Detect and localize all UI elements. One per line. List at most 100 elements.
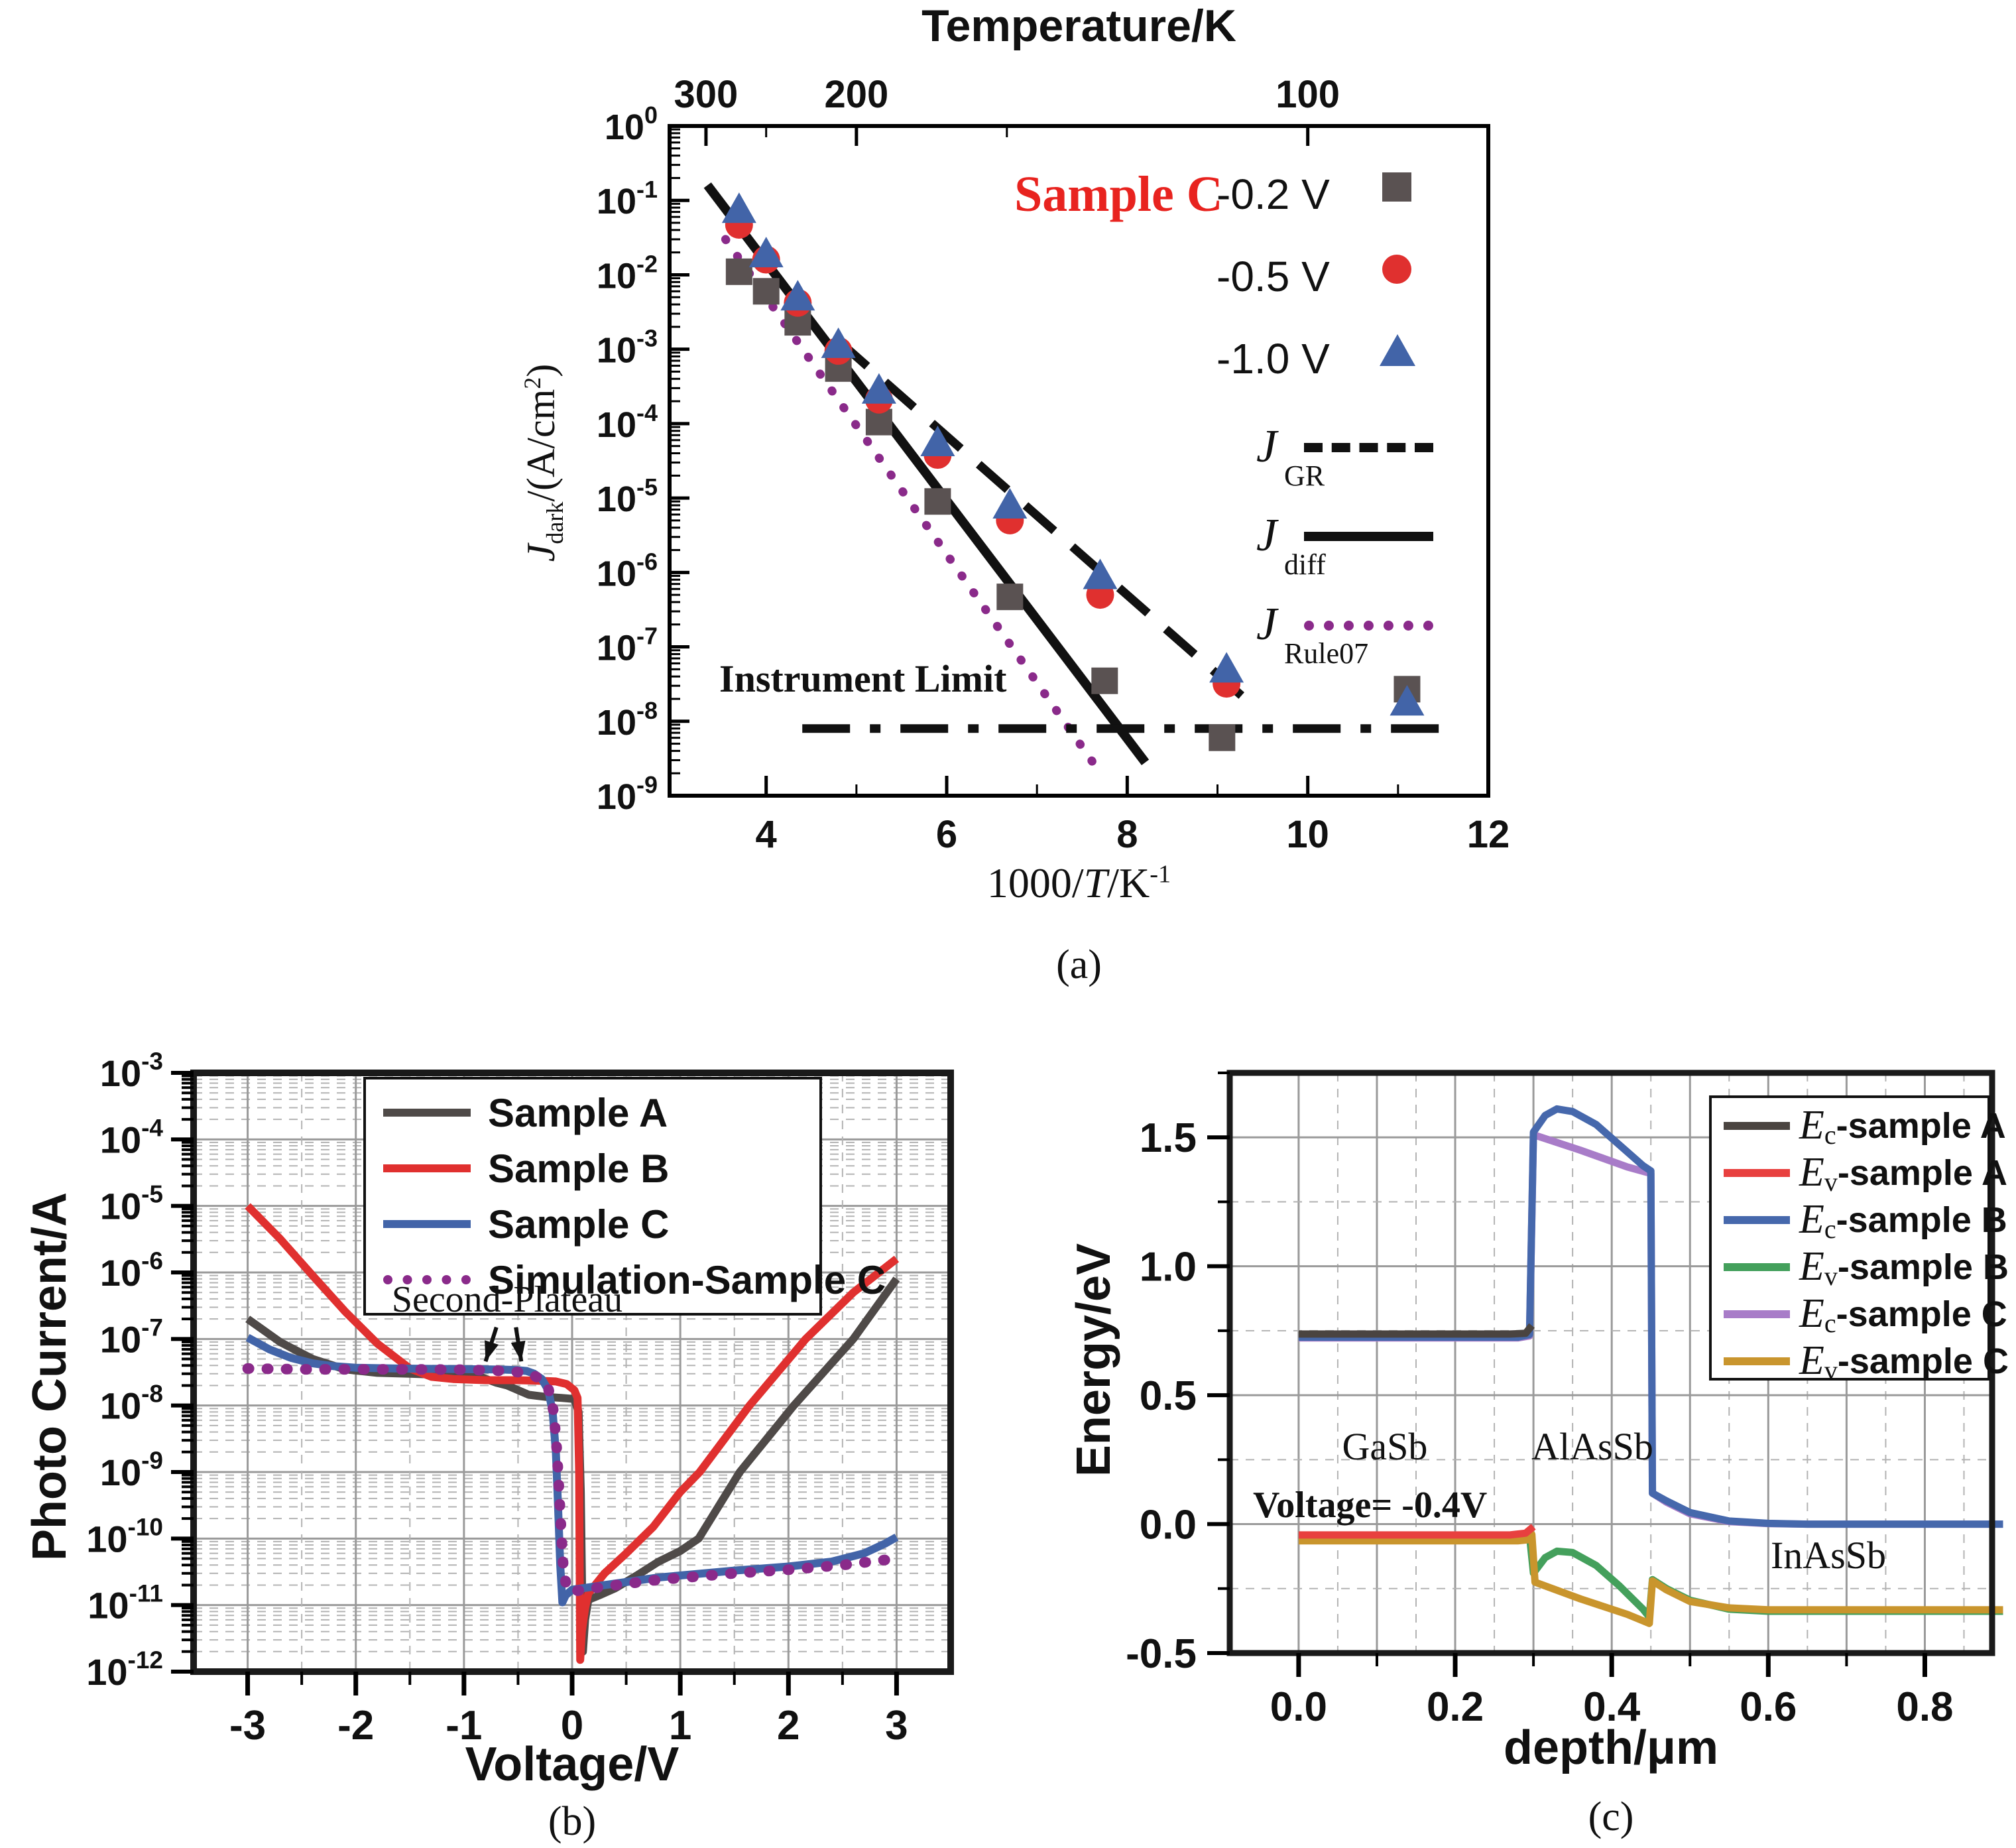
- ec-sample-c-swatch: [1724, 1310, 1790, 1318]
- svg-text:0.4: 0.4: [1583, 1684, 1641, 1730]
- svg-text:0.6: 0.6: [1740, 1684, 1797, 1730]
- panel-b-x-axis-label: Voltage/V: [465, 1738, 680, 1791]
- legend-label: -0.2 V: [1216, 170, 1330, 218]
- legend-subscript: c: [1824, 1214, 1836, 1244]
- xlabel-pre: 1000/: [986, 859, 1084, 906]
- panel-b-second-plateau-annotation: Second-Plateau: [391, 1279, 623, 1320]
- dashed-line-swatch: [1304, 443, 1433, 452]
- ylabel-superscript: 2: [519, 377, 546, 389]
- legend-item: Simulation-Sample C: [383, 1257, 886, 1303]
- svg-text:10-10: 10-10: [86, 1513, 163, 1560]
- legend-symbol: E: [1799, 1244, 1824, 1289]
- panel-c-voltage-note: Voltage= -0.4V: [1253, 1485, 1488, 1526]
- svg-text:10-4: 10-4: [597, 399, 658, 445]
- svg-text:-0.5: -0.5: [1126, 1631, 1197, 1677]
- legend-label: -sample C: [1837, 1341, 2009, 1381]
- svg-text:10-5: 10-5: [597, 473, 658, 519]
- legend-label: J: [1256, 421, 1277, 472]
- svg-text:10-3: 10-3: [597, 325, 658, 371]
- svg-text:10-1: 10-1: [597, 176, 658, 221]
- svg-text:10-6: 10-6: [597, 548, 658, 593]
- svg-text:1.5: 1.5: [1140, 1115, 1197, 1161]
- legend-subscript: c: [1824, 1308, 1836, 1338]
- sample-a-line-swatch: [383, 1109, 471, 1117]
- legend-label: J: [1256, 510, 1277, 561]
- legend-subscript: v: [1824, 1355, 1838, 1385]
- circle-marker-icon: [1382, 255, 1411, 284]
- legend-item: Sample B: [383, 1146, 819, 1192]
- svg-text:200: 200: [824, 73, 888, 116]
- legend-label: Sample A: [488, 1090, 668, 1135]
- svg-text:-2: -2: [337, 1703, 374, 1749]
- legend-symbol: E: [1799, 1103, 1824, 1148]
- svg-text:10-7: 10-7: [100, 1314, 163, 1360]
- panel-c-region-gasb: GaSb: [1342, 1425, 1428, 1468]
- ec-sample-a-swatch: [1724, 1121, 1790, 1130]
- legend-symbol: E: [1799, 1197, 1824, 1242]
- svg-text:10-12: 10-12: [86, 1646, 163, 1693]
- legend-subscript: v: [1824, 1167, 1838, 1197]
- ev-sample-c-swatch: [1724, 1357, 1790, 1365]
- legend-label: -1.0 V: [1216, 335, 1330, 383]
- legend-item: J diff: [1256, 510, 1561, 602]
- panel-c-caption: (c): [1588, 1794, 1634, 1839]
- svg-text:4: 4: [756, 813, 777, 856]
- panel-c-region-inassb: InAsSb: [1770, 1534, 1887, 1577]
- legend-symbol: E: [1799, 1150, 1824, 1195]
- legend-item: J GR: [1256, 421, 1561, 513]
- svg-text:6: 6: [936, 813, 957, 856]
- legend-symbol: E: [1799, 1338, 1824, 1383]
- svg-text:0.2: 0.2: [1427, 1684, 1484, 1730]
- legend-label: -sample A: [1836, 1105, 2006, 1146]
- svg-text:10-11: 10-11: [88, 1580, 163, 1627]
- square-marker-icon: [1382, 172, 1411, 202]
- svg-text:100: 100: [605, 101, 658, 147]
- svg-text:-3: -3: [229, 1703, 266, 1749]
- svg-text:12: 12: [1467, 813, 1510, 856]
- svg-text:10-4: 10-4: [100, 1114, 164, 1160]
- legend-label: -sample A: [1837, 1152, 2007, 1193]
- ylabel-subscript: dark: [542, 501, 568, 544]
- svg-text:3: 3: [885, 1703, 908, 1749]
- svg-text:10-5: 10-5: [100, 1181, 163, 1227]
- svg-text:0.5: 0.5: [1140, 1373, 1197, 1419]
- svg-text:1: 1: [669, 1703, 691, 1749]
- legend-label: -sample B: [1836, 1200, 2007, 1240]
- svg-text:10-9: 10-9: [597, 771, 658, 817]
- panel-a-legend: -0.2 V -0.5 V -1.0 V: [1216, 164, 1495, 411]
- svg-text:-1: -1: [445, 1703, 482, 1749]
- panel-a-top-axis-title: Temperature/K: [921, 1, 1236, 51]
- chart-b-plot: 10-310-410-510-610-710-810-910-1010-1110…: [86, 1048, 954, 1749]
- ec-sample-b-swatch: [1724, 1215, 1790, 1224]
- legend-sublabel: diff: [1284, 548, 1326, 581]
- ev-sample-b-swatch: [1724, 1263, 1790, 1271]
- svg-text:8: 8: [1116, 813, 1138, 856]
- sample-c-line-swatch: [383, 1220, 471, 1228]
- panel-a: 100 10-1 10-2 10-3 10-4 10-5 10-6 10-7 10-8 10-9 4…: [464, 0, 1558, 1015]
- legend-label: Sample C: [488, 1201, 670, 1247]
- panel-b: 10-3 10-4 10-5 10-6 10-7 10-8 10-9 10-10 10-11 10…: [0, 1021, 1094, 1848]
- svg-text:10-9: 10-9: [100, 1447, 163, 1493]
- svg-text:0.0: 0.0: [1140, 1503, 1197, 1548]
- panel-b-legend: Sample A Sample B Sample C Simulation-Sa…: [363, 1077, 886, 1316]
- xlabel-units: /K: [1107, 859, 1150, 906]
- xlabel-symbol: T: [1083, 859, 1108, 906]
- legend-item: -0.5 V: [1216, 247, 1495, 329]
- ylabel-close: ): [519, 363, 563, 377]
- panel-c-y-axis-label: Energy/eV: [1067, 1243, 1120, 1477]
- panel-a-x-axis-label: 1000/T/K-1: [670, 859, 1488, 908]
- panel-c-region-alassb: AlAsSb: [1531, 1425, 1653, 1468]
- svg-text:1.0: 1.0: [1140, 1245, 1197, 1290]
- panel-c-x-axis-label: depth/μm: [1503, 1721, 1719, 1774]
- simulation-line-swatch: [383, 1275, 471, 1284]
- panel-b-y-axis-label: Photo Current/A: [23, 1192, 76, 1561]
- legend-item: -0.2 V: [1216, 164, 1495, 247]
- panel-b-caption: (b): [548, 1799, 597, 1844]
- panel-a-y-axis-label: Jdark/(A/cm2): [518, 274, 569, 652]
